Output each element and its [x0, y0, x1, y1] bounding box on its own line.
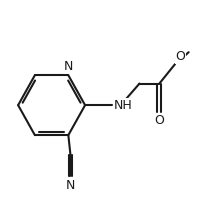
Text: O: O — [154, 114, 164, 127]
Text: N: N — [66, 179, 75, 192]
Text: N: N — [64, 60, 73, 74]
Text: NH: NH — [113, 99, 132, 112]
Text: O: O — [176, 50, 186, 63]
